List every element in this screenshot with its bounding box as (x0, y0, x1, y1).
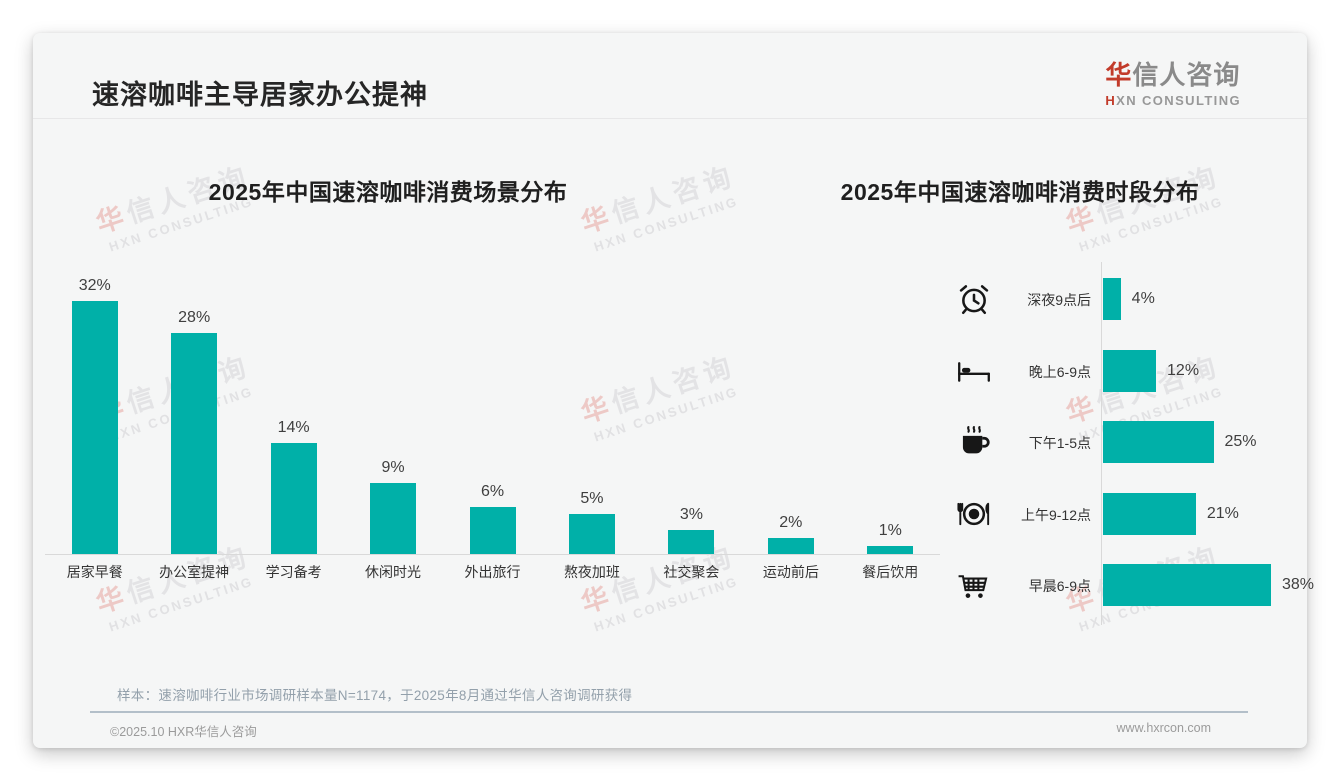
bar-value-label: 3% (679, 506, 703, 524)
logo-cn-text: 华信人咨询 (1105, 55, 1241, 92)
footer-divider (90, 711, 1248, 713)
bar-category-label: 社交聚会 (663, 564, 720, 580)
right-chart-title: 2025年中国速溶咖啡消费时段分布 (840, 179, 1200, 205)
logo-en-accent: H (1105, 93, 1117, 108)
alarm-clock-icon (956, 281, 992, 317)
bar-value-label: 32% (78, 276, 111, 294)
row-category-label: 下午1-5点 (1028, 435, 1091, 451)
time-distribution-chart: 深夜9点后 4% 晚上6-9点 12% 下午1-5点 25% 上午9-12点 21% 早晨6-9… (950, 262, 1315, 632)
right-chart-y-axis (1101, 262, 1102, 625)
bar-value-label: 21% (1206, 504, 1239, 522)
bar-value-label: 6% (480, 482, 505, 500)
bed-icon (956, 353, 992, 389)
row-category-label: 晚上6-9点 (1028, 363, 1091, 380)
website-url: www.hxrcon.com (1116, 721, 1211, 735)
bar (270, 443, 317, 554)
row-category-label: 上午9-12点 (1020, 506, 1091, 523)
bar (767, 538, 814, 554)
slide-content: 速溶咖啡主导居家办公提神 华信人咨询 HXN CONSULTING 2025年中… (33, 33, 1314, 748)
bar-value-label: 4% (1131, 290, 1155, 307)
bar-value-label: 1% (878, 522, 902, 540)
header-divider (33, 118, 1307, 119)
row-category-label: 深夜9点后 (1027, 292, 1091, 308)
bar-category-label: 居家早餐 (66, 564, 123, 580)
bar (1103, 349, 1157, 392)
bar (71, 300, 118, 554)
bar (568, 514, 615, 554)
bar (1103, 421, 1214, 463)
bar-value-label: 2% (779, 514, 803, 532)
bar (867, 546, 914, 554)
bar-category-label: 办公室提神 (159, 564, 230, 580)
bar-value-label: 5% (580, 490, 604, 508)
bar-category-label: 学习备考 (265, 564, 322, 580)
bar (469, 506, 516, 554)
bar-value-label: 38% (1281, 576, 1314, 593)
bar-category-label: 外出旅行 (464, 564, 521, 580)
bar (668, 530, 715, 554)
sample-note: 样本：速溶咖啡行业市场调研样本量N=1174，于2025年8月通过华信人咨询调研… (117, 688, 633, 703)
logo-cn-rest: 信人咨询 (1132, 60, 1241, 90)
shopping-cart-icon (956, 567, 992, 603)
logo-en-text: HXN CONSULTING (1105, 93, 1241, 108)
bar-category-label: 餐后饮用 (862, 564, 919, 580)
bar-category-label: 熬夜加班 (563, 564, 620, 580)
bar-category-label: 运动前后 (762, 564, 819, 580)
bar (1103, 564, 1271, 606)
page-title: 速溶咖啡主导居家办公提神 (92, 80, 428, 110)
left-chart-title: 2025年中国速溶咖啡消费场景分布 (208, 179, 568, 205)
bar (171, 332, 218, 554)
plate-cutlery-icon (956, 496, 992, 532)
bar-value-label: 9% (381, 458, 405, 476)
scene-distribution-chart: 32% 居家早餐 28% 办公室提神 14% 学习备考 9% 休闲时光 6% 外出旅行 5% 熬夜加班… (45, 268, 940, 586)
bar-value-label: 14% (277, 419, 310, 437)
coffee-cup-icon (956, 424, 992, 460)
bar-value-label: 25% (1224, 433, 1257, 450)
bar (1103, 278, 1121, 320)
bar (1103, 492, 1196, 535)
left-chart-x-axis (45, 554, 940, 555)
copyright-text: ©2025.10 HXR华信人咨询 (110, 725, 257, 739)
bar-category-label: 休闲时光 (365, 564, 422, 580)
logo-en-rest: XN CONSULTING (1116, 93, 1241, 108)
logo-cn-accent: 华 (1105, 60, 1133, 90)
slide-card: 华信人咨询 HXN CONSULTING 华信人咨询 HXN CONSULTING 华信… (33, 33, 1314, 748)
bar-value-label: 28% (178, 308, 211, 326)
company-logo: 华信人咨询 HXN CONSULTING (1105, 55, 1241, 108)
row-category-label: 早晨6-9点 (1028, 578, 1091, 594)
bar (370, 482, 417, 554)
bar-value-label: 12% (1167, 361, 1200, 379)
